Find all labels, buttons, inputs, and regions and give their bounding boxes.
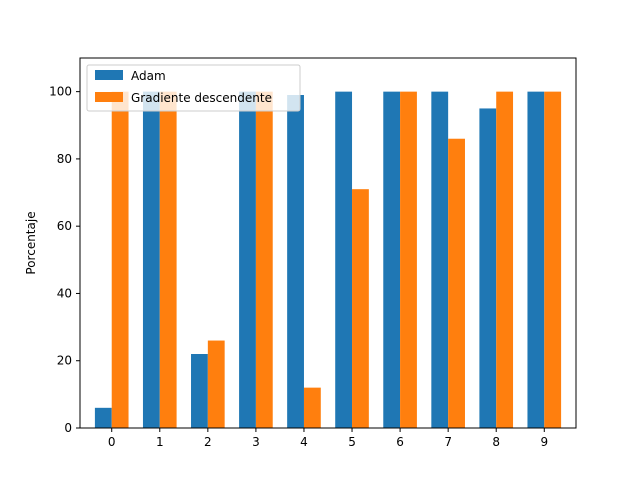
x-tick-label: 1	[156, 435, 164, 449]
y-tick-label: 60	[57, 219, 72, 233]
bar-adam-8	[479, 108, 497, 428]
bar-adam-7	[431, 91, 449, 428]
bar-gradiente-descendente-4	[303, 387, 321, 428]
bar-adam-9	[527, 91, 545, 428]
y-axis-label: Porcentaje	[24, 211, 38, 274]
legend-label-gradiente-descendente: Gradiente descendente	[131, 91, 272, 105]
x-axis: 0 1 2 3 4 5 6 7 8 9	[108, 428, 548, 449]
bar-gradiente-descendente-6	[400, 91, 417, 428]
legend: Adam Gradiente descendente	[86, 64, 301, 112]
y-tick-label: 80	[57, 152, 72, 166]
bar-adam-1	[142, 91, 160, 428]
x-tick-label: 0	[108, 435, 116, 449]
bar-adam-3	[239, 91, 256, 428]
bar-gradiente-descendente-9	[544, 91, 562, 428]
x-tick-label: 3	[252, 435, 260, 449]
bar-gradiente-descendente-2	[207, 340, 225, 428]
bar-adam-2	[191, 354, 208, 428]
bar-gradiente-descendente-8	[496, 91, 514, 428]
legend-label-adam: Adam	[131, 69, 166, 83]
x-tick-label: 5	[348, 435, 356, 449]
x-tick-label: 2	[204, 435, 212, 449]
y-tick-label: 0	[64, 421, 72, 435]
legend-box	[86, 64, 301, 112]
bar-adam-6	[383, 91, 401, 428]
y-tick-label: 20	[57, 354, 72, 368]
axes-frame	[79, 57, 577, 429]
x-tick-label: 6	[396, 435, 404, 449]
legend-swatch-gradiente-descendente	[95, 92, 123, 102]
bar-adam-0	[94, 407, 112, 428]
y-axis: 0 20 40 60 80 100	[49, 85, 80, 435]
y-tick-label: 40	[57, 286, 72, 300]
legend-swatch-adam	[95, 70, 123, 80]
x-tick-label: 4	[300, 435, 308, 449]
bar-gradiente-descendente-7	[448, 138, 465, 429]
bars-group	[94, 91, 562, 429]
bar-gradiente-descendente-3	[255, 91, 273, 428]
y-tick-label: 100	[49, 85, 72, 99]
x-tick-label: 8	[492, 435, 500, 449]
bar-gradiente-descendente-1	[159, 91, 177, 428]
x-tick-label: 9	[540, 435, 548, 449]
bar-adam-5	[335, 91, 353, 428]
bar-adam-4	[287, 95, 304, 428]
x-tick-label: 7	[444, 435, 452, 449]
bar-gradiente-descendente-5	[352, 189, 369, 428]
bar-gradiente-descendente-0	[111, 91, 129, 428]
